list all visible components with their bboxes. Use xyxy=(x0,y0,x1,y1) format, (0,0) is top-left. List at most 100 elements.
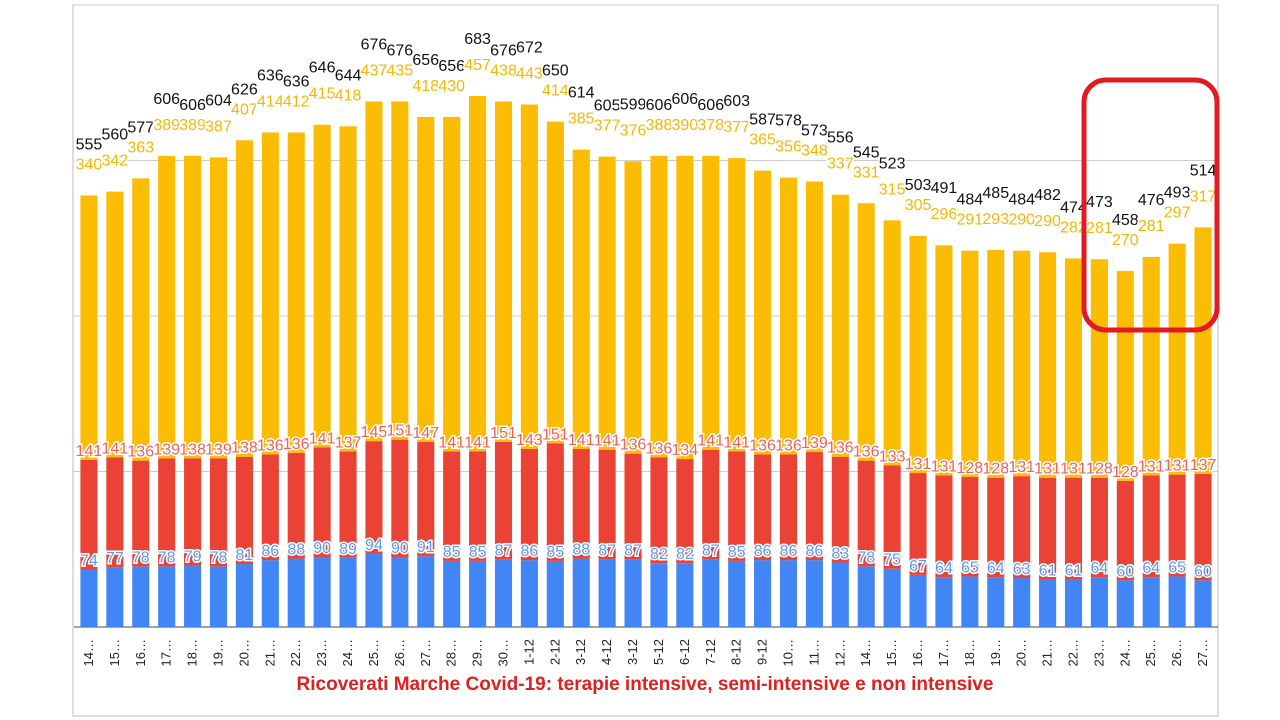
x-tick-label: 23… xyxy=(314,639,329,666)
data-label: 139 xyxy=(801,435,828,452)
total-label: 578 xyxy=(775,113,802,130)
bar-segment xyxy=(1013,476,1031,579)
data-label: 64 xyxy=(935,560,953,577)
bar-segment xyxy=(313,124,331,448)
x-tick-label: 18… xyxy=(962,639,977,666)
data-label: 282 xyxy=(1060,219,1087,236)
x-tick-label: 24… xyxy=(340,639,355,666)
data-label: 438 xyxy=(490,62,517,79)
data-label: 128 xyxy=(1086,461,1113,478)
data-label: 138 xyxy=(179,441,206,458)
x-tick-label: 20… xyxy=(1014,639,1029,666)
x-tick-label: 9-12 xyxy=(755,639,770,665)
bar-segment xyxy=(598,156,616,450)
data-label: 136 xyxy=(646,441,673,458)
total-label: 683 xyxy=(464,31,491,48)
data-label: 87 xyxy=(495,542,513,559)
bar-segment xyxy=(987,577,1005,627)
bar-segment xyxy=(624,453,642,560)
data-label: 63 xyxy=(1013,561,1031,578)
bar-segment xyxy=(494,441,513,560)
total-label: 676 xyxy=(387,42,414,59)
bar-segment xyxy=(339,557,357,627)
bar-segment xyxy=(987,249,1005,478)
data-label: 281 xyxy=(1086,220,1113,237)
bar-segment xyxy=(1142,256,1160,476)
bar-segment xyxy=(857,460,875,567)
bar-segment xyxy=(1116,480,1134,581)
x-tick-label: 8-12 xyxy=(729,639,744,665)
bar-segment xyxy=(158,155,176,459)
data-label: 85 xyxy=(443,544,461,561)
data-label: 457 xyxy=(464,57,491,74)
bar-segment xyxy=(857,203,875,461)
total-label: 474 xyxy=(1060,199,1087,216)
bar-segment xyxy=(339,126,357,452)
data-label: 378 xyxy=(697,117,724,134)
bar-segment xyxy=(1142,475,1160,578)
total-label: 672 xyxy=(516,40,543,57)
data-label: 88 xyxy=(287,542,305,559)
data-label: 389 xyxy=(153,117,180,134)
bar-segment xyxy=(1090,259,1108,478)
bar-segment xyxy=(184,565,202,627)
bar-segment xyxy=(1194,580,1212,627)
bar-segment xyxy=(106,567,124,627)
data-label: 83 xyxy=(831,545,849,562)
x-tick-label: 20… xyxy=(236,639,251,666)
data-label: 136 xyxy=(257,437,284,454)
total-label: 577 xyxy=(127,119,154,136)
bar-segment xyxy=(1116,580,1134,627)
total-label: 514 xyxy=(1190,162,1217,179)
data-label: 131 xyxy=(1034,461,1061,478)
bar-segment xyxy=(831,456,849,563)
bar-segment xyxy=(287,558,305,627)
data-label: 151 xyxy=(387,423,414,440)
data-label: 443 xyxy=(516,66,543,83)
total-label: 614 xyxy=(568,85,595,102)
data-label: 387 xyxy=(205,118,232,135)
bar-segment xyxy=(572,448,590,559)
bar-segment xyxy=(779,177,798,455)
x-tick-label: 14… xyxy=(81,639,96,666)
data-label: 412 xyxy=(283,94,310,111)
bar-segment xyxy=(935,245,953,476)
data-label: 407 xyxy=(231,101,258,118)
total-label: 587 xyxy=(749,112,776,129)
bar-segment xyxy=(184,458,202,566)
bar-segment xyxy=(209,157,228,459)
data-label: 281 xyxy=(1138,218,1165,235)
data-label: 141 xyxy=(464,434,491,451)
bar-segment xyxy=(676,459,694,564)
x-tick-label: 29… xyxy=(470,639,485,666)
data-label: 133 xyxy=(879,448,906,465)
bar-segment xyxy=(391,439,409,558)
bar-segment xyxy=(209,458,228,567)
bar-segment xyxy=(1168,474,1186,577)
data-label: 141 xyxy=(309,430,336,447)
bar-segment xyxy=(909,473,927,575)
x-tick-label: 17… xyxy=(936,639,951,666)
bar-segment xyxy=(546,121,564,444)
total-label: 599 xyxy=(620,96,647,113)
data-label: 131 xyxy=(1060,461,1087,478)
total-label: 606 xyxy=(153,91,180,108)
data-label: 331 xyxy=(853,164,880,181)
bar-segment xyxy=(805,560,823,627)
bar-segment xyxy=(313,557,331,627)
bar-segment xyxy=(287,452,305,559)
data-label: 147 xyxy=(412,425,439,442)
bar-segment xyxy=(961,576,979,627)
bar-segment xyxy=(779,560,798,627)
data-label: 291 xyxy=(957,212,984,229)
bar-segment xyxy=(494,559,513,627)
data-label: 87 xyxy=(702,542,720,559)
total-label: 656 xyxy=(438,58,465,75)
data-label: 78 xyxy=(132,549,150,566)
data-label: 376 xyxy=(620,122,647,139)
data-label: 293 xyxy=(982,211,1009,228)
data-label: 363 xyxy=(127,139,154,156)
data-label: 377 xyxy=(723,119,750,136)
bar-segment xyxy=(261,132,279,455)
data-label: 139 xyxy=(205,441,232,458)
